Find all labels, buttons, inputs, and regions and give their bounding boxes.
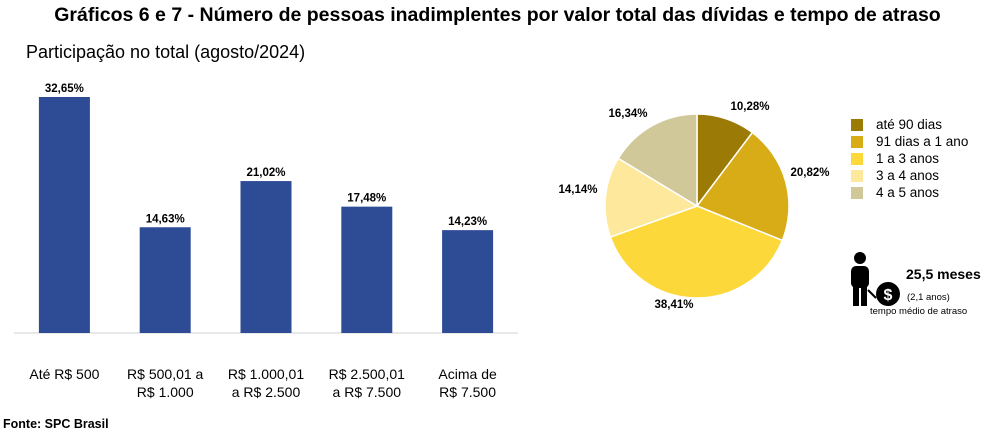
bar: [240, 181, 292, 333]
pie-legend: até 90 dias 91 dias a 1 ano 1 a 3 anos 3 a …: [851, 116, 968, 201]
chart-title: Gráficos 6 e 7 - Número de pessoas inadi…: [54, 4, 941, 26]
legend-item: 91 dias a 1 ano: [851, 133, 968, 150]
x-tick-label: R$ 1.000,01 a R$ 2.500: [228, 366, 304, 400]
chart-subtitle: Participação no total (agosto/2024): [26, 42, 306, 62]
legend-swatch: [851, 169, 863, 182]
pie-slice: [696, 113, 754, 209]
pie-slice: [604, 157, 699, 239]
legend-item: até 90 dias: [851, 116, 968, 133]
source-note: Fonte: SPC Brasil: [3, 417, 109, 431]
legend-swatch: [851, 152, 863, 165]
pie-slice: [617, 113, 698, 208]
legend-item: 1 a 3 anos: [851, 150, 968, 167]
bar: [341, 206, 393, 333]
x-tick-label: R$ 500,01 a R$ 1.000: [127, 366, 203, 400]
bar: [38, 97, 90, 333]
legend-label: até 90 dias: [876, 117, 943, 132]
legend-label: 4 a 5 anos: [876, 185, 940, 200]
average-delay-panel: $ 25,5 meses (2,1 anos) tempo médio de a…: [846, 250, 995, 320]
bar-data-label: 17,48%: [347, 193, 386, 205]
svg-text:$: $: [884, 287, 893, 304]
pie-data-label: 38,41%: [654, 299, 693, 311]
average-delay-value: 25,5 meses: [906, 266, 981, 282]
bar-data-label: 14,63%: [146, 213, 185, 225]
x-tick-label: Acima de R$ 7.500: [438, 366, 497, 400]
legend-swatch: [851, 135, 863, 148]
legend-label: 3 a 4 anos: [876, 168, 940, 183]
pie-data-label: 14,14%: [558, 184, 597, 196]
bar-data-label: 14,23%: [448, 216, 487, 228]
pie-data-label: 20,82%: [790, 167, 829, 179]
legend-label: 91 dias a 1 ano: [876, 134, 969, 149]
average-delay-years: (2,1 anos): [907, 292, 950, 303]
pie-slice: [695, 131, 790, 242]
bar-data-label: 32,65%: [45, 83, 84, 95]
x-tick-label: R$ 2.500,01 a R$ 7.500: [329, 366, 405, 400]
pie-slice: [609, 205, 784, 299]
legend-swatch: [851, 118, 863, 131]
bar: [442, 230, 494, 333]
bar: [139, 227, 191, 333]
legend-swatch: [851, 186, 863, 199]
x-tick-label: Até R$ 500: [29, 366, 99, 382]
bar-chart: 32,65% Até R$ 500 14,63% R$ 500,01 a R$ 1.00…: [14, 83, 518, 400]
average-delay-caption: tempo médio de atraso: [870, 306, 968, 317]
pie-data-label: 16,34%: [608, 108, 647, 120]
bar-data-label: 21,02%: [246, 167, 285, 179]
person-with-money-bag-icon: $: [851, 252, 900, 306]
legend-item: 4 a 5 anos: [851, 184, 968, 201]
legend-label: 1 a 3 anos: [876, 151, 940, 166]
legend-item: 3 a 4 anos: [851, 167, 968, 184]
pie-data-label: 10,28%: [730, 101, 769, 113]
